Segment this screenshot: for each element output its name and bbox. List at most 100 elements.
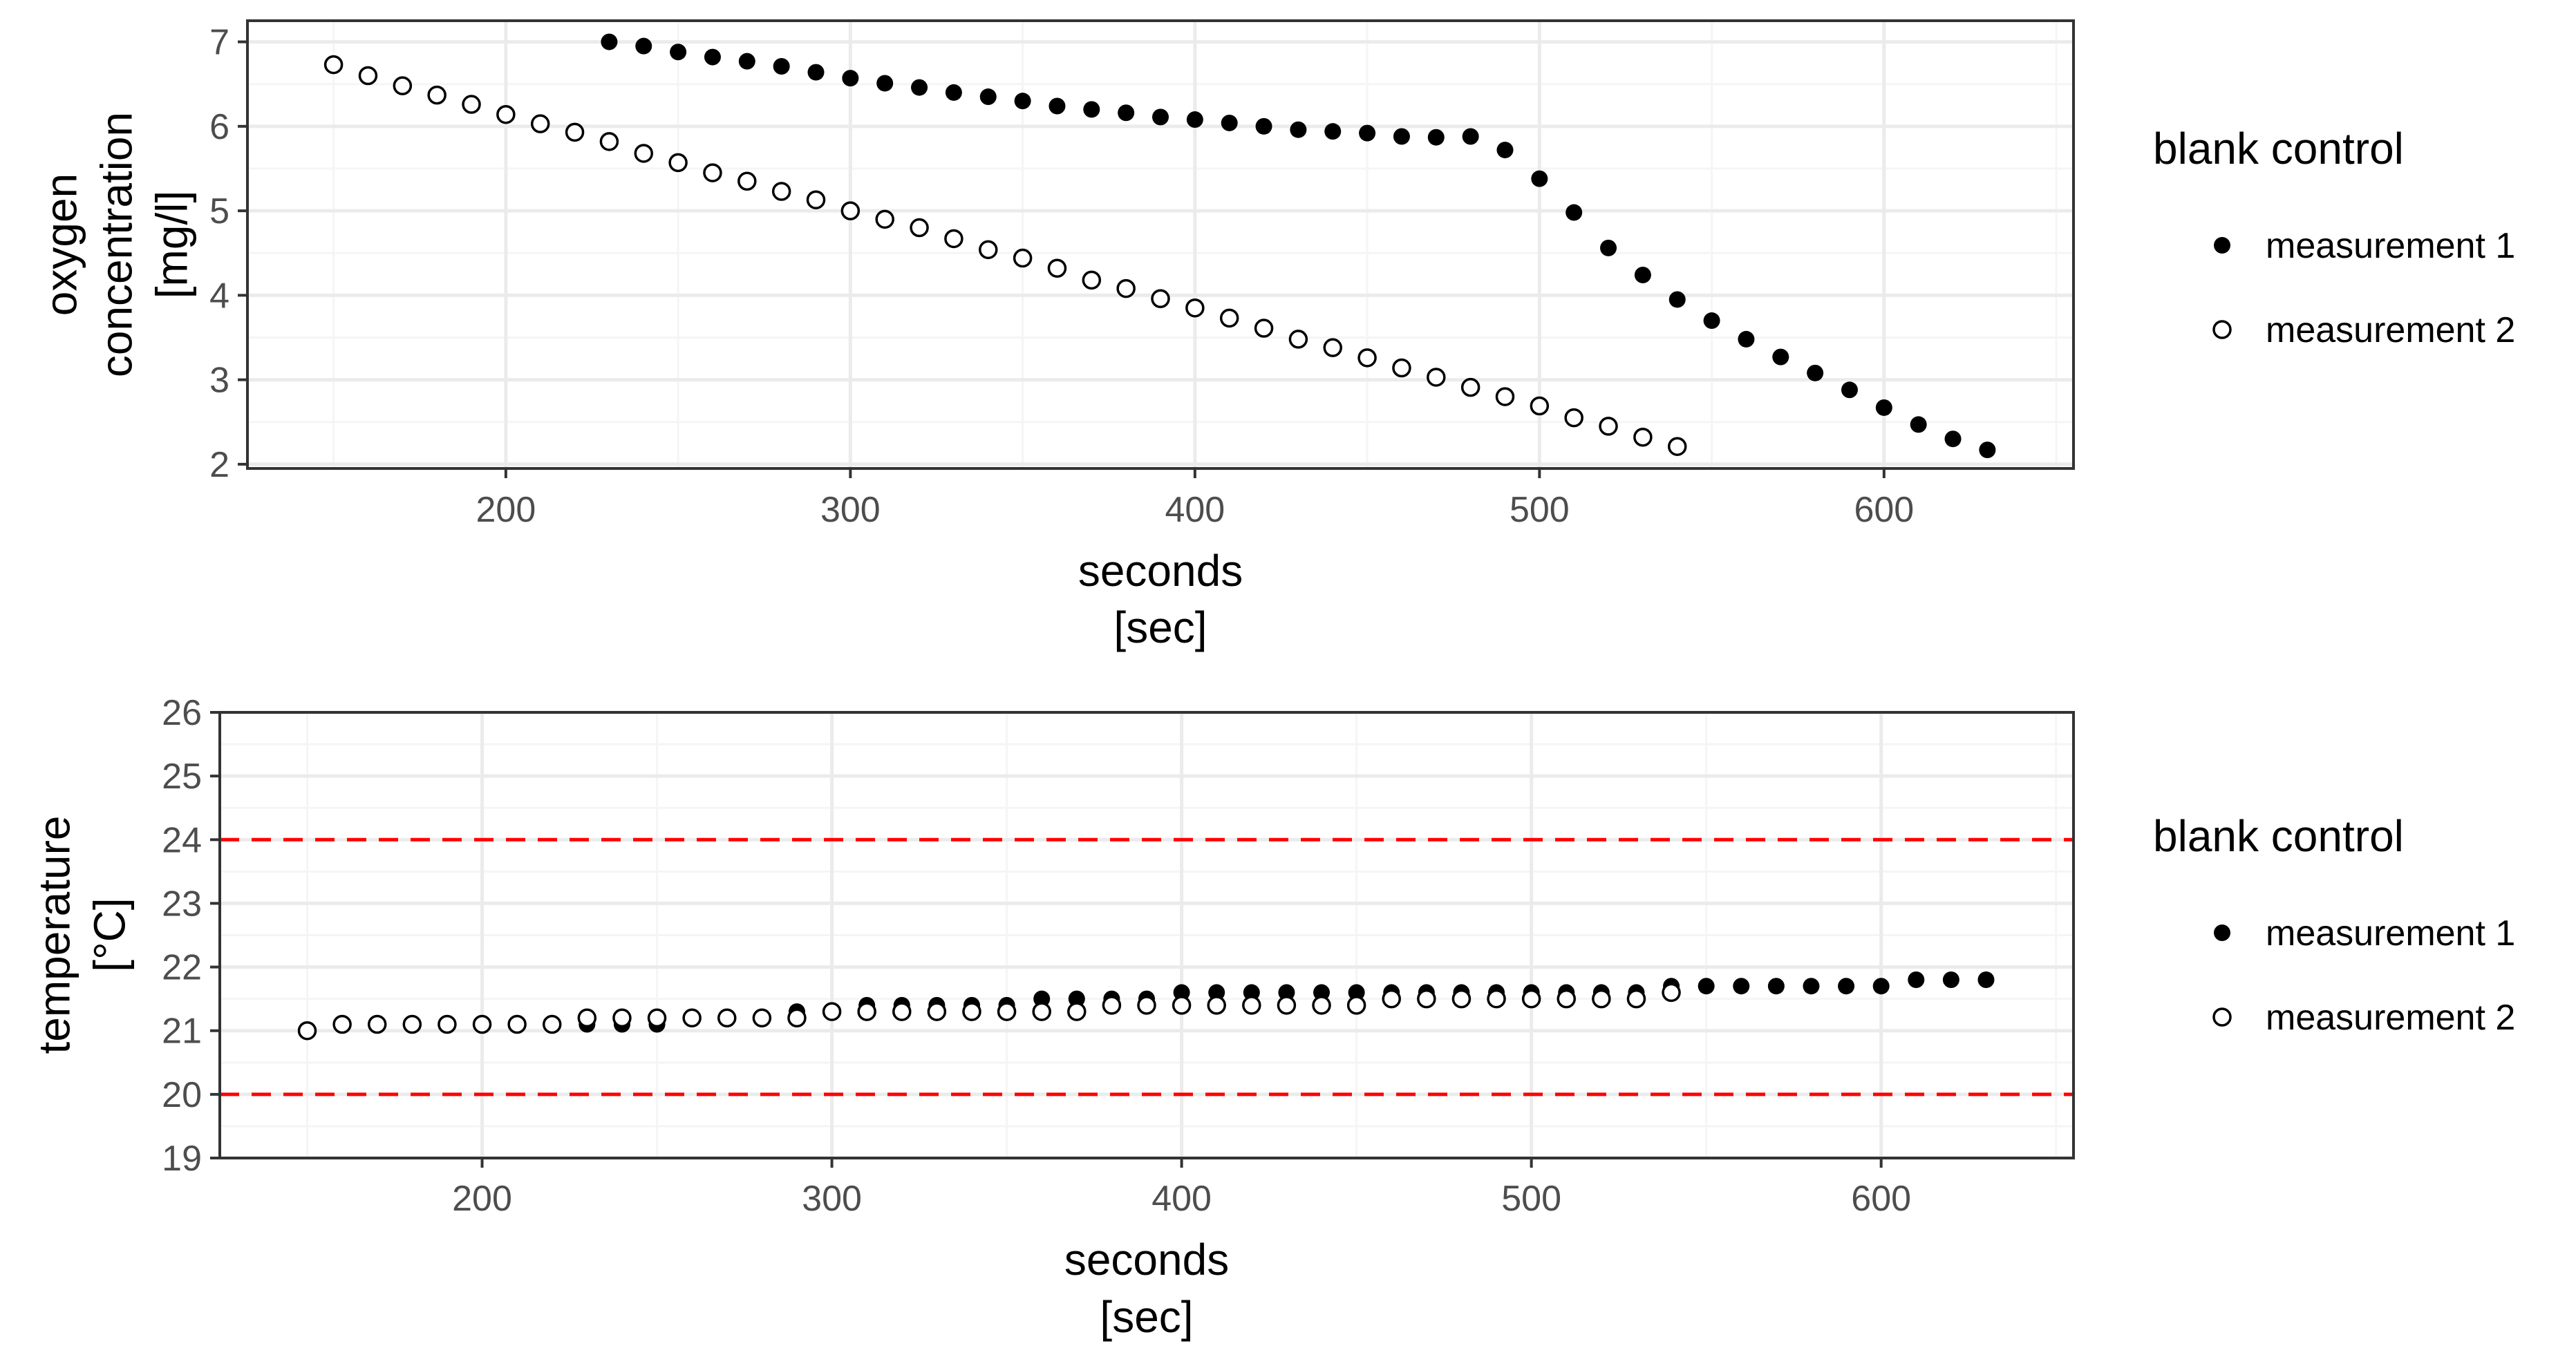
data-point-measurement-1 [1068, 990, 1085, 1007]
data-point-measurement-1 [979, 88, 997, 106]
data-point-measurement-2 [1047, 258, 1067, 278]
data-point-measurement-2 [1487, 989, 1506, 1009]
data-point-measurement-2 [612, 1008, 632, 1028]
data-point-measurement-2 [1312, 996, 1331, 1015]
data-point-measurement-1 [1173, 984, 1190, 1001]
y-tick-label: 3 [209, 361, 229, 401]
data-point-measurement-2 [1102, 996, 1122, 1015]
data-point-measurement-2 [1219, 308, 1239, 328]
y-tick-label: 7 [209, 23, 229, 63]
y-axis-title-line: [mg/l] [147, 191, 196, 298]
data-point-measurement-2 [427, 85, 446, 105]
data-point-measurement-2 [944, 229, 963, 249]
data-point-measurement-2 [910, 218, 929, 238]
data-point-measurement-2 [1626, 989, 1646, 1009]
data-point-measurement-1 [1531, 170, 1548, 187]
data-point-measurement-1 [1872, 978, 1890, 995]
data-point-measurement-1 [876, 75, 894, 92]
data-point-measurement-2 [542, 1014, 562, 1034]
data-point-measurement-1 [1772, 348, 1789, 366]
y-tick-label: 4 [209, 276, 229, 316]
data-point-measurement-2 [997, 1002, 1017, 1021]
data-point-measurement-1 [842, 70, 859, 87]
data-point-measurement-2 [1564, 408, 1583, 428]
data-point-measurement-2 [1460, 377, 1480, 397]
data-point-measurement-2 [752, 1008, 772, 1028]
legend-title: blank control [2153, 124, 2404, 173]
data-point-measurement-1 [1033, 990, 1051, 1007]
data-point-measurement-1 [1014, 93, 1031, 110]
data-point-measurement-2 [438, 1014, 457, 1034]
data-point-measurement-1 [1243, 984, 1260, 1001]
data-point-measurement-2 [1137, 996, 1156, 1015]
y-axis-title-line: concentration [91, 112, 141, 377]
legend-key-measurement-2 [2212, 320, 2232, 339]
data-point-measurement-2 [1599, 417, 1618, 436]
data-point-measurement-1 [773, 58, 790, 75]
data-point-measurement-2 [875, 209, 894, 229]
data-point-measurement-2 [1207, 996, 1226, 1015]
data-point-measurement-2 [1392, 358, 1411, 378]
data-point-measurement-2 [840, 201, 861, 220]
data-point-measurement-2 [402, 1014, 422, 1034]
data-point-measurement-1 [1049, 97, 1066, 115]
legend-label: measurement 1 [2266, 913, 2515, 954]
data-point-measurement-2 [297, 1021, 317, 1041]
data-point-measurement-2 [332, 1014, 352, 1034]
data-point-measurement-2 [1357, 348, 1377, 368]
data-point-measurement-1 [1186, 111, 1203, 129]
data-point-measurement-2 [1185, 298, 1205, 318]
data-point-measurement-2 [806, 190, 826, 209]
data-point-measurement-2 [530, 114, 550, 133]
data-point-measurement-2 [472, 1014, 492, 1034]
data-point-measurement-1 [670, 44, 687, 61]
y-axis-title-line: [°C] [84, 898, 134, 971]
data-point-measurement-2 [1451, 989, 1472, 1009]
panel-border [246, 19, 2075, 470]
data-point-measurement-1 [1359, 124, 1376, 142]
data-point-measurement-1 [1348, 984, 1365, 1001]
data-point-measurement-1 [1767, 978, 1785, 995]
data-point-measurement-2 [927, 1002, 947, 1021]
data-point-measurement-2 [1633, 428, 1653, 447]
data-point-measurement-2 [1067, 1002, 1087, 1021]
data-point-measurement-1 [1910, 416, 1927, 433]
legend-key-measurement-2 [2212, 1007, 2232, 1027]
data-point-measurement-2 [1082, 270, 1102, 290]
x-tick-label: 300 [820, 490, 881, 530]
data-point-measurement-2 [634, 144, 654, 163]
data-point-measurement-2 [1427, 368, 1446, 387]
y-tick-label: 20 [162, 1075, 202, 1115]
data-point-measurement-1 [1698, 978, 1715, 995]
data-point-measurement-1 [1838, 978, 1855, 995]
data-point-measurement-2 [1417, 989, 1436, 1009]
x-tick-label: 600 [1854, 490, 1914, 530]
data-point-measurement-1 [1944, 430, 1962, 448]
y-tick-label: 25 [162, 757, 202, 797]
legend-key-measurement-1 [2214, 237, 2230, 254]
data-point-measurement-2 [1151, 289, 1170, 308]
data-point-measurement-1 [1600, 239, 1617, 256]
oxygen-panel: 200 300 400 500 600 2 3 4 5 6 7 seconds [sec] oxygen c… [36, 19, 2515, 652]
data-point-measurement-2 [496, 104, 516, 124]
data-point-measurement-2 [507, 1014, 527, 1034]
data-point-measurement-1 [1738, 330, 1755, 348]
data-point-measurement-2 [787, 1008, 807, 1028]
y-tick-label: 24 [162, 820, 202, 860]
data-point-measurement-2 [1242, 996, 1261, 1015]
data-point-measurement-1 [1977, 971, 1995, 988]
y-tick-label: 6 [209, 107, 229, 147]
data-point-measurement-2 [857, 1002, 876, 1021]
data-point-measurement-1 [738, 53, 755, 70]
data-point-measurement-2 [1277, 996, 1297, 1015]
x-tick-label: 500 [1510, 490, 1570, 530]
data-point-measurement-2 [1288, 330, 1308, 349]
legend-label: measurement 2 [2266, 998, 2515, 1038]
data-point-measurement-1 [601, 33, 618, 50]
data-point-measurement-1 [1255, 117, 1272, 135]
data-point-measurement-2 [358, 66, 378, 86]
data-point-measurement-2 [1530, 396, 1550, 416]
data-point-measurement-2 [1032, 1002, 1051, 1021]
data-point-measurement-1 [1733, 978, 1750, 995]
data-point-measurement-1 [1875, 399, 1892, 416]
